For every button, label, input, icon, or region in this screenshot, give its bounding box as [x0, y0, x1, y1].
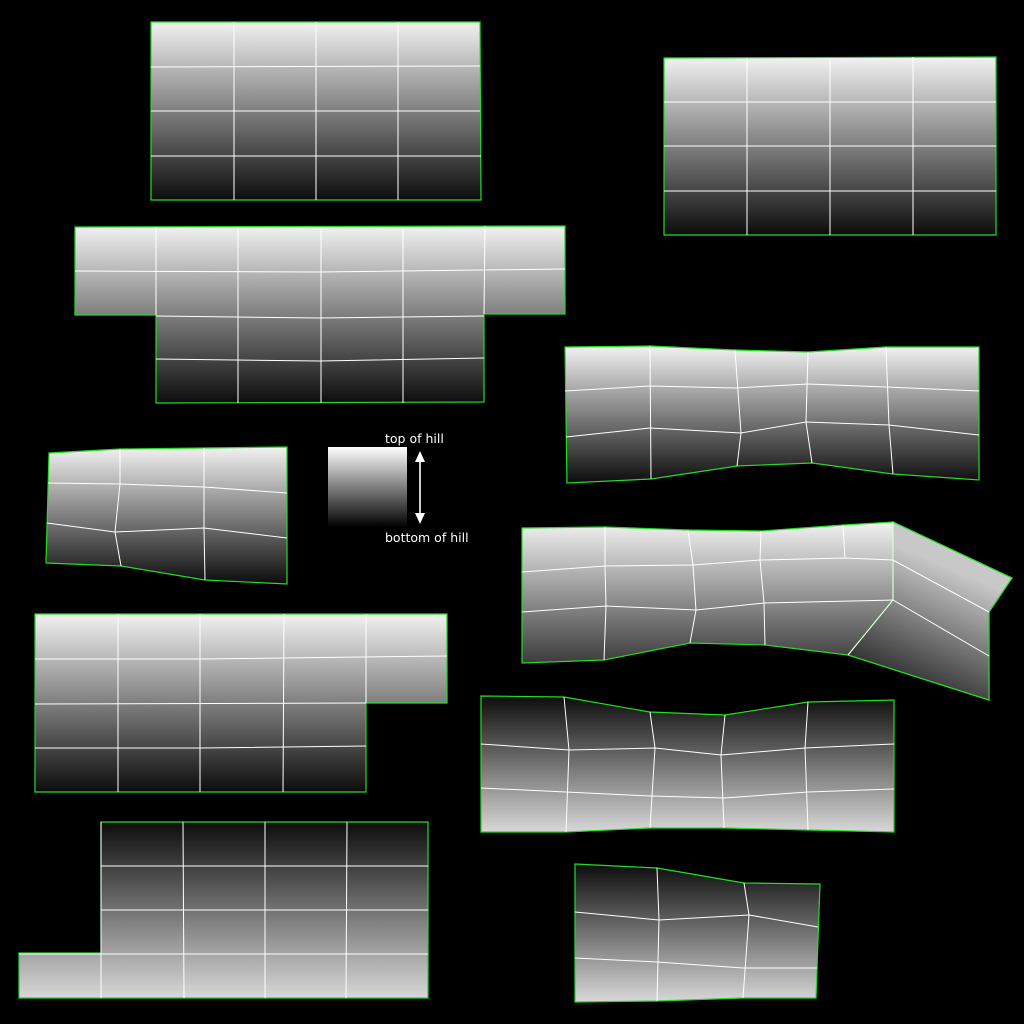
- uv-island-9: [18, 821, 429, 999]
- uv-island-4: [564, 345, 980, 484]
- uv-island-5: [45, 446, 288, 585]
- arrow-down-icon: [415, 513, 425, 524]
- uv-island-6: [521, 521, 1013, 701]
- uv-island-1: [150, 21, 482, 201]
- uv-island-3: [74, 225, 566, 404]
- legend: top of hill bottom of hill: [328, 431, 469, 545]
- uv-island-7: [34, 613, 448, 793]
- arrow-up-icon: [415, 451, 425, 462]
- uv-island-10: [574, 863, 821, 1003]
- legend-bottom-label: bottom of hill: [385, 530, 469, 545]
- legend-gradient-swatch: [328, 447, 407, 527]
- legend-top-label: top of hill: [385, 431, 444, 446]
- uv-island-8: [480, 695, 895, 833]
- uv-island-2: [663, 56, 997, 236]
